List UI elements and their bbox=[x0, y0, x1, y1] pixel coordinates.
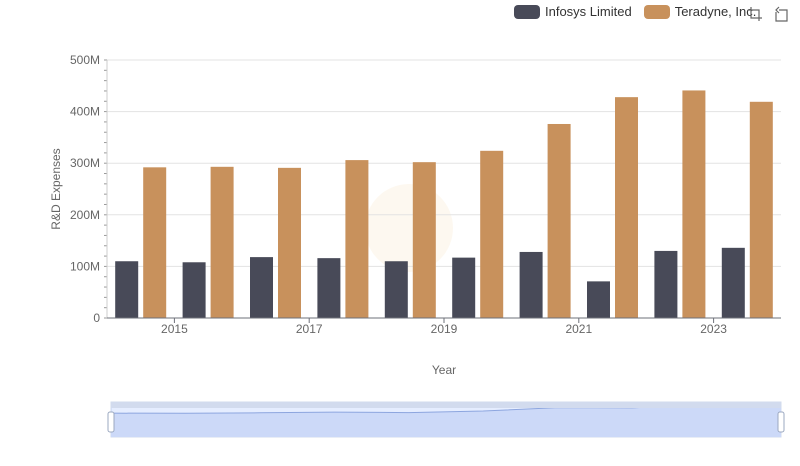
bar-infosys-2019[interactable] bbox=[452, 257, 476, 318]
restore-icon[interactable] bbox=[773, 6, 789, 22]
legend-item-teradyne[interactable]: Teradyne, Inc. bbox=[643, 4, 757, 19]
legend-swatch-teradyne bbox=[643, 4, 670, 19]
y-tick-label: 100M bbox=[70, 259, 100, 273]
bar-teradyne-2021[interactable] bbox=[615, 97, 638, 318]
zoom-icon[interactable] bbox=[747, 6, 763, 22]
bar-teradyne-2022[interactable] bbox=[682, 90, 706, 318]
bar-teradyne-2016[interactable] bbox=[278, 167, 301, 318]
bar-teradyne-2020[interactable] bbox=[547, 123, 571, 318]
legend-label-teradyne: Teradyne, Inc. bbox=[674, 4, 757, 19]
x-tick-label: 2015 bbox=[161, 322, 188, 336]
bar-infosys-2017[interactable] bbox=[317, 258, 341, 318]
toolbox bbox=[747, 6, 799, 22]
data-zoom-slider[interactable] bbox=[107, 401, 785, 438]
zoom-overview-area bbox=[111, 404, 781, 437]
x-tick-label: 2023 bbox=[700, 322, 727, 336]
legend: Infosys Limited Teradyne, Inc. bbox=[514, 4, 768, 19]
bar-infosys-2021[interactable] bbox=[587, 281, 610, 318]
bars-layer[interactable] bbox=[115, 90, 773, 319]
bar-infosys-2022[interactable] bbox=[654, 250, 678, 318]
x-tick-label: 2017 bbox=[296, 322, 323, 336]
legend-swatch-infosys bbox=[514, 4, 540, 19]
axis-layer: 0 100M 200M 300M 400M 500M 2015 2017 2019 2021 202… bbox=[70, 53, 781, 336]
legend-item-infosys[interactable]: Infosys Limited bbox=[514, 4, 632, 19]
y-tick-label: 500M bbox=[70, 53, 100, 67]
zoom-top-bar[interactable] bbox=[111, 402, 781, 408]
x-tick-label: 2021 bbox=[565, 322, 592, 336]
zoom-handle-left[interactable] bbox=[107, 411, 115, 433]
bar-infosys-2014[interactable] bbox=[115, 261, 139, 318]
bar-infosys-2016[interactable] bbox=[250, 257, 273, 318]
bar-teradyne-2023[interactable] bbox=[749, 101, 773, 319]
grid-layer bbox=[107, 59, 781, 319]
y-tick-label: 300M bbox=[70, 156, 100, 170]
legend-label-infosys: Infosys Limited bbox=[545, 4, 632, 19]
bar-infosys-2020[interactable] bbox=[519, 251, 543, 318]
bar-teradyne-2017[interactable] bbox=[345, 160, 369, 318]
bar-infosys-2023[interactable] bbox=[721, 247, 745, 318]
bar-infosys-2018[interactable] bbox=[384, 261, 408, 318]
x-axis-title: Year bbox=[432, 363, 456, 377]
zoom-handle-right[interactable] bbox=[777, 411, 785, 433]
y-tick-label: 200M bbox=[70, 208, 100, 222]
bar-teradyne-2014[interactable] bbox=[143, 167, 167, 318]
y-tick-label: 400M bbox=[70, 105, 100, 119]
bar-teradyne-2018[interactable] bbox=[412, 162, 436, 318]
bar-infosys-2015[interactable] bbox=[182, 262, 206, 318]
bar-teradyne-2019[interactable] bbox=[480, 150, 504, 318]
x-tick-label: 2019 bbox=[431, 322, 458, 336]
y-axis-title: R&D Expenses bbox=[49, 148, 63, 229]
y-tick-label: 0 bbox=[93, 311, 100, 325]
watermark-logo bbox=[365, 184, 453, 272]
bar-teradyne-2015[interactable] bbox=[210, 166, 234, 318]
